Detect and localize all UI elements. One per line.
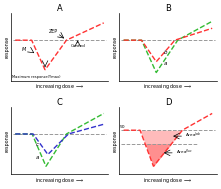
Text: a: a — [36, 155, 39, 160]
Text: Control: Control — [71, 44, 86, 48]
Text: Maximum response(Ymax): Maximum response(Ymax) — [12, 75, 61, 79]
Y-axis label: response: response — [4, 130, 9, 152]
Y-axis label: response: response — [4, 36, 9, 58]
Text: Area$^{fluc}$: Area$^{fluc}$ — [176, 147, 193, 156]
X-axis label: increasing dose $\longrightarrow$: increasing dose $\longrightarrow$ — [35, 82, 84, 91]
X-axis label: increasing dose $\longrightarrow$: increasing dose $\longrightarrow$ — [143, 176, 193, 185]
Text: a: a — [164, 61, 167, 66]
Y-axis label: response: response — [112, 130, 118, 152]
X-axis label: increasing dose $\longrightarrow$: increasing dose $\longrightarrow$ — [143, 82, 193, 91]
X-axis label: increasing dose $\longrightarrow$: increasing dose $\longrightarrow$ — [35, 176, 84, 185]
Text: M: M — [22, 47, 26, 52]
Y-axis label: response: response — [112, 36, 118, 58]
Title: B: B — [165, 4, 171, 13]
Text: ZEP: ZEP — [49, 29, 58, 34]
Text: b: b — [164, 50, 167, 55]
Text: c: c — [36, 142, 39, 147]
Text: Area$^{lab}$: Area$^{lab}$ — [185, 131, 201, 140]
Text: 50: 50 — [120, 125, 126, 129]
Title: C: C — [57, 98, 62, 107]
Title: A: A — [57, 4, 62, 13]
Title: D: D — [165, 98, 171, 107]
